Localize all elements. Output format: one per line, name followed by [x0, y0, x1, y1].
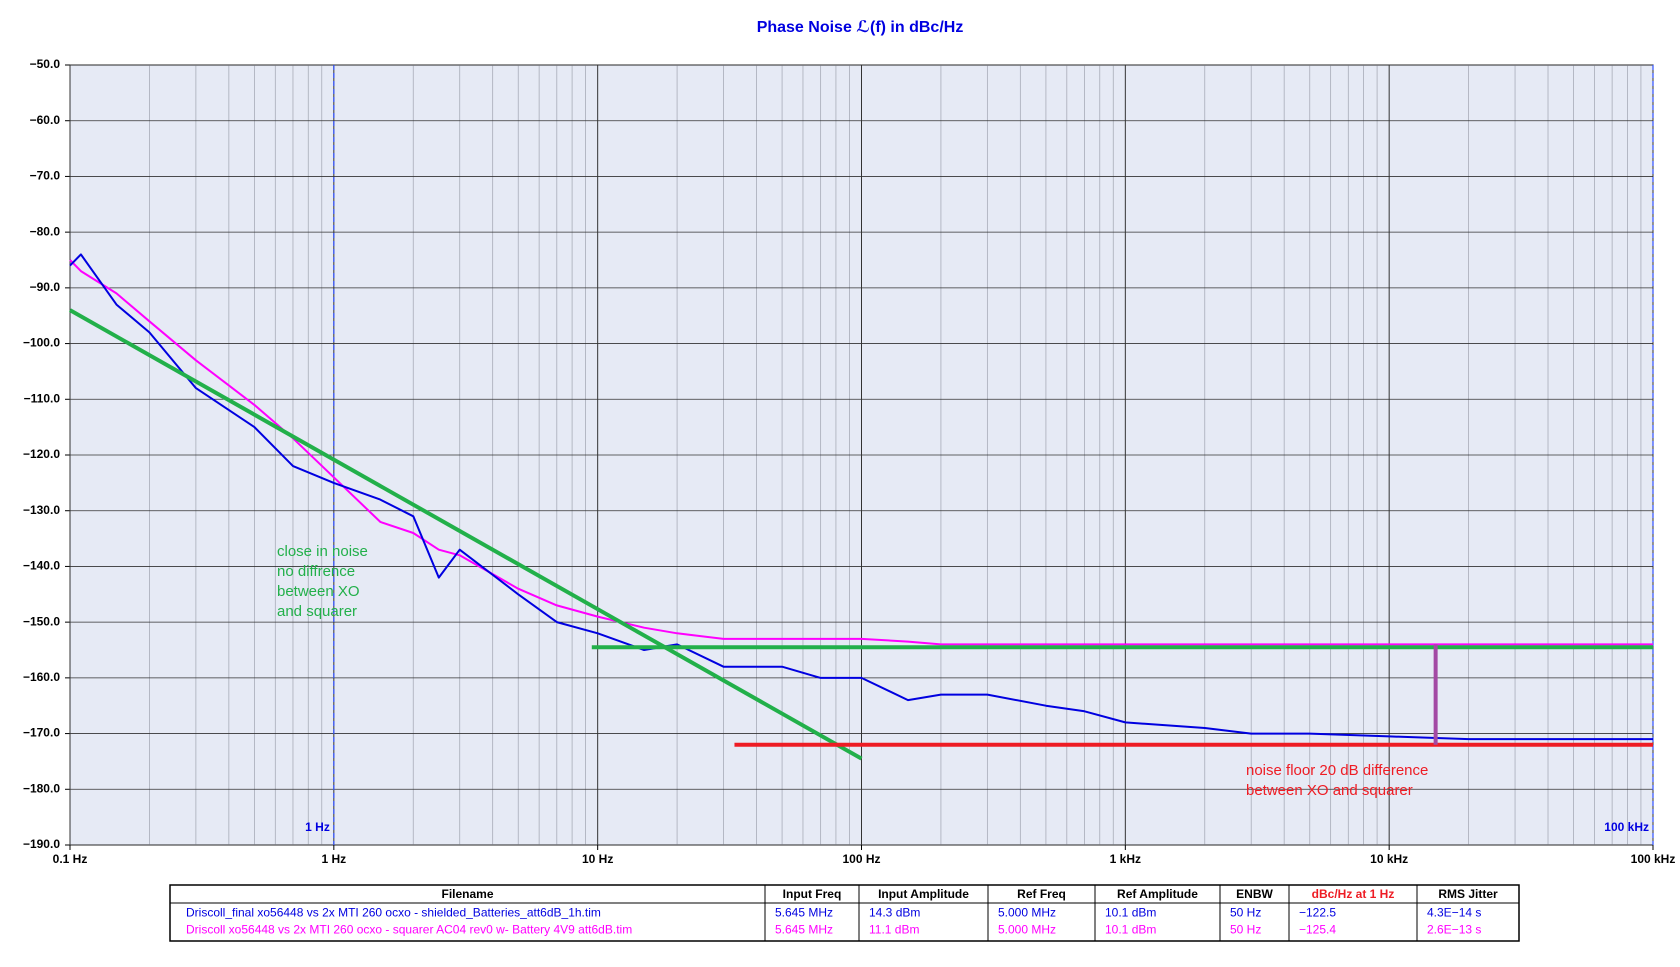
y-tick-label: −70.0	[30, 169, 61, 183]
annotation: between XO and squarer	[1246, 782, 1413, 799]
table-cell: Driscoll_final xo56448 vs 2x MTI 260 ocx…	[186, 906, 601, 920]
table-header: dBc/Hz at 1 Hz	[1312, 887, 1395, 901]
table-cell: −125.4	[1299, 923, 1336, 937]
y-tick-label: −110.0	[24, 391, 61, 405]
table-cell: 10.1 dBm	[1105, 906, 1156, 920]
series-line	[69, 253, 1653, 741]
table-cell: 5.000 MHz	[998, 923, 1056, 937]
y-tick-label: −190.0	[23, 837, 60, 851]
y-tick-label: −120.0	[23, 447, 60, 461]
table-header: Input Freq	[783, 887, 842, 901]
table-cell: 50 Hz	[1230, 923, 1261, 937]
table-header: ENBW	[1236, 887, 1273, 901]
table-header: Filename	[441, 887, 493, 901]
x-tick-label: 10 Hz	[582, 852, 613, 866]
table-frame	[169, 884, 1520, 942]
x-tick-label: 0.1 Hz	[53, 852, 88, 866]
annotation: close in noise	[277, 543, 368, 560]
marker-label: 1 Hz	[305, 820, 330, 834]
y-tick-label: −60.0	[30, 113, 61, 127]
table-cell: Driscoll xo56448 vs 2x MTI 260 ocxo - sq…	[186, 923, 632, 937]
x-tick-label: 100 Hz	[842, 852, 880, 866]
reference-line	[69, 308, 863, 761]
table-header: Ref Freq	[1017, 887, 1066, 901]
marker-label: 100 kHz	[1604, 820, 1649, 834]
y-tick-label: −100.0	[23, 336, 60, 350]
y-tick-label: −90.0	[30, 280, 61, 294]
chart-title: Phase Noise ℒ(f) in dBc/Hz	[757, 19, 964, 36]
y-tick-label: −80.0	[30, 224, 61, 238]
x-tick-label: 100 kHz	[1631, 852, 1676, 866]
table-cell: 14.3 dBm	[869, 906, 920, 920]
table-cell: −122.5	[1299, 906, 1336, 920]
x-tick-label: 1 Hz	[321, 852, 346, 866]
table-cell: 5.000 MHz	[998, 906, 1056, 920]
table-header: RMS Jitter	[1438, 887, 1498, 901]
table-cell: 2.6E−13 s	[1427, 923, 1481, 937]
x-tick-label: 1 kHz	[1110, 852, 1141, 866]
table-cell: 5.645 MHz	[775, 906, 833, 920]
y-tick-label: −180.0	[23, 781, 60, 795]
annotation: and squarer	[277, 603, 357, 620]
table-cell: 11.1 dBm	[869, 923, 919, 937]
table-header: Input Amplitude	[878, 887, 969, 901]
y-tick-label: −130.0	[23, 503, 60, 517]
series-line	[69, 259, 1653, 646]
annotation: noise floor 20 dB difference	[1246, 762, 1428, 779]
y-tick-label: −150.0	[23, 614, 60, 628]
annotation: no diffrence	[277, 563, 355, 580]
y-tick-label: −160.0	[23, 670, 60, 684]
table-cell: 5.645 MHz	[775, 923, 833, 937]
table-cell: 10.1 dBm	[1105, 923, 1156, 937]
y-tick-label: −170.0	[23, 726, 60, 740]
y-tick-label: −50.0	[30, 57, 61, 71]
table-cell: 4.3E−14 s	[1427, 906, 1481, 920]
y-tick-label: −140.0	[23, 559, 60, 573]
table-cell: 50 Hz	[1230, 906, 1261, 920]
annotation: between XO	[277, 583, 360, 600]
x-tick-label: 10 kHz	[1370, 852, 1408, 866]
table-header: Ref Amplitude	[1117, 887, 1198, 901]
